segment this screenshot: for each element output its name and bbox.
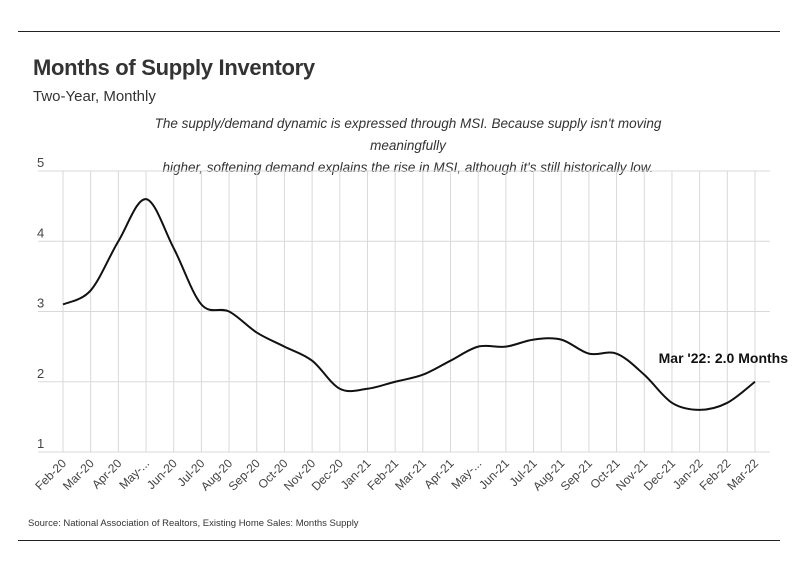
- data-point: [338, 387, 342, 391]
- data-point: [199, 302, 203, 306]
- x-tick-label: Mar-22: [724, 456, 761, 493]
- data-point: [365, 387, 369, 391]
- x-tick-label: Dec-21: [641, 456, 678, 493]
- chart-title: Months of Supply Inventory: [33, 55, 315, 80]
- data-point: [393, 380, 397, 384]
- x-tick-label: Jun-20: [144, 456, 180, 492]
- series-line: [62, 198, 756, 411]
- x-tick-label: Mar-21: [392, 456, 429, 493]
- data-point: [559, 338, 563, 342]
- x-axis-ticks: Feb-20Mar-20Apr-20May-...Jun-20Jul-20Aug…: [32, 456, 761, 493]
- y-tick-label: 4: [37, 225, 44, 240]
- data-point: [532, 338, 536, 342]
- data-point: [310, 359, 314, 363]
- x-tick-label: Jun-21: [476, 456, 512, 492]
- data-point: [642, 373, 646, 377]
- y-tick-label: 3: [37, 296, 44, 311]
- line-chart: 1 2 3 4 5 Feb-20Mar-20Apr-20May-...Jun-20Jul…: [32, 155, 789, 493]
- annotation-line-1: The supply/demand dynamic is expressed t…: [154, 116, 662, 153]
- x-tick-label: Mar-20: [60, 456, 97, 493]
- x-tick-label: Sep-21: [558, 456, 595, 493]
- data-point: [282, 345, 286, 349]
- data-point: [476, 345, 480, 349]
- x-tick-label: Sep-20: [226, 456, 263, 493]
- data-point: [421, 373, 425, 377]
- bottom-rule: [18, 540, 780, 541]
- y-tick-label: 5: [37, 155, 44, 170]
- x-tick-label: May-...: [116, 456, 152, 492]
- x-tick-label: Dec-20: [309, 456, 346, 493]
- chart-grid: [38, 170, 770, 453]
- data-point: [227, 310, 231, 314]
- data-point: [615, 352, 619, 356]
- data-point: [61, 302, 65, 306]
- data-point: [89, 288, 93, 292]
- data-point: [449, 359, 453, 363]
- y-axis-ticks: 1 2 3 4 5: [37, 155, 44, 451]
- top-rule: [18, 31, 780, 32]
- data-point: [172, 246, 176, 250]
- data-point: [255, 331, 259, 335]
- x-tick-label: May-...: [448, 456, 484, 492]
- y-tick-label: 2: [37, 366, 44, 381]
- data-point: [698, 408, 702, 412]
- data-point: [725, 401, 729, 405]
- data-point: [670, 401, 674, 405]
- callout-label: Mar '22: 2.0 Months: [659, 350, 789, 366]
- source-note: Source: National Association of Realtors…: [28, 518, 359, 529]
- data-point: [587, 352, 591, 356]
- data-point: [144, 197, 148, 201]
- data-point: [116, 239, 120, 243]
- data-point: [753, 380, 757, 384]
- chart-subtitle: Two-Year, Monthly: [33, 88, 156, 105]
- data-point: [504, 345, 508, 349]
- y-tick-label: 1: [37, 436, 44, 451]
